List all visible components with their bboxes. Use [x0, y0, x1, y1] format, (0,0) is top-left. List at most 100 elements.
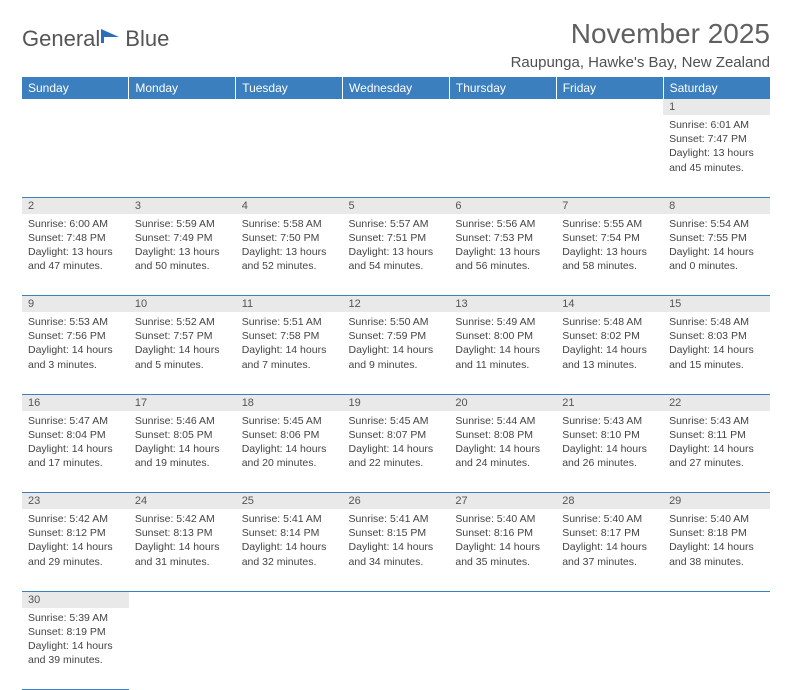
- day-number: 29: [663, 493, 770, 510]
- day-number: [236, 591, 343, 608]
- day-cell: Sunrise: 5:45 AMSunset: 8:06 PMDaylight:…: [236, 411, 343, 493]
- day-number: 12: [343, 296, 450, 313]
- day-cell: Sunrise: 5:54 AMSunset: 7:55 PMDaylight:…: [663, 214, 770, 296]
- logo-text-1: General: [22, 26, 100, 52]
- day-cell-content: Sunrise: 5:59 AMSunset: 7:49 PMDaylight:…: [129, 214, 236, 279]
- day-cell: Sunrise: 5:40 AMSunset: 8:18 PMDaylight:…: [663, 509, 770, 591]
- day-content-row: Sunrise: 6:01 AMSunset: 7:47 PMDaylight:…: [22, 115, 770, 197]
- title-block: November 2025 Raupunga, Hawke's Bay, New…: [511, 18, 770, 71]
- day-cell-content: Sunrise: 5:41 AMSunset: 8:15 PMDaylight:…: [343, 509, 450, 574]
- day-number: 27: [449, 493, 556, 510]
- day-number-row: 16171819202122: [22, 394, 770, 411]
- day-cell: Sunrise: 6:01 AMSunset: 7:47 PMDaylight:…: [663, 115, 770, 197]
- day-cell: Sunrise: 5:55 AMSunset: 7:54 PMDaylight:…: [556, 214, 663, 296]
- day-number: 26: [343, 493, 450, 510]
- day-cell: [343, 115, 450, 197]
- day-header: Sunday: [22, 77, 129, 99]
- calendar-table: SundayMondayTuesdayWednesdayThursdayFrid…: [22, 77, 770, 690]
- day-number: [556, 591, 663, 608]
- day-number: 14: [556, 296, 663, 313]
- day-cell: [556, 115, 663, 197]
- day-number: 15: [663, 296, 770, 313]
- day-cell-content: Sunrise: 5:45 AMSunset: 8:06 PMDaylight:…: [236, 411, 343, 476]
- day-cell: Sunrise: 6:00 AMSunset: 7:48 PMDaylight:…: [22, 214, 129, 296]
- day-cell: Sunrise: 5:45 AMSunset: 8:07 PMDaylight:…: [343, 411, 450, 493]
- header: General Blue November 2025 Raupunga, Haw…: [22, 18, 770, 71]
- day-content-row: Sunrise: 5:53 AMSunset: 7:56 PMDaylight:…: [22, 312, 770, 394]
- day-content-row: Sunrise: 5:42 AMSunset: 8:12 PMDaylight:…: [22, 509, 770, 591]
- day-number: 4: [236, 197, 343, 214]
- day-number: 16: [22, 394, 129, 411]
- day-number: 6: [449, 197, 556, 214]
- day-content-row: Sunrise: 5:47 AMSunset: 8:04 PMDaylight:…: [22, 411, 770, 493]
- day-number: 20: [449, 394, 556, 411]
- day-cell-content: Sunrise: 5:41 AMSunset: 8:14 PMDaylight:…: [236, 509, 343, 574]
- day-header: Monday: [129, 77, 236, 99]
- day-cell-content: Sunrise: 5:50 AMSunset: 7:59 PMDaylight:…: [343, 312, 450, 377]
- day-number-row: 9101112131415: [22, 296, 770, 313]
- day-cell-content: Sunrise: 5:56 AMSunset: 7:53 PMDaylight:…: [449, 214, 556, 279]
- day-cell-content: Sunrise: 5:39 AMSunset: 8:19 PMDaylight:…: [22, 608, 129, 673]
- day-cell: Sunrise: 5:46 AMSunset: 8:05 PMDaylight:…: [129, 411, 236, 493]
- day-number: 23: [22, 493, 129, 510]
- day-cell-content: Sunrise: 5:54 AMSunset: 7:55 PMDaylight:…: [663, 214, 770, 279]
- day-number: 13: [449, 296, 556, 313]
- day-cell: [129, 608, 236, 690]
- day-number-row: 23242526272829: [22, 493, 770, 510]
- day-cell-content: Sunrise: 5:57 AMSunset: 7:51 PMDaylight:…: [343, 214, 450, 279]
- day-cell-content: Sunrise: 5:46 AMSunset: 8:05 PMDaylight:…: [129, 411, 236, 476]
- day-number: 11: [236, 296, 343, 313]
- day-cell-content: Sunrise: 5:45 AMSunset: 8:07 PMDaylight:…: [343, 411, 450, 476]
- day-cell: [556, 608, 663, 690]
- day-cell-content: Sunrise: 5:49 AMSunset: 8:00 PMDaylight:…: [449, 312, 556, 377]
- day-cell: Sunrise: 5:49 AMSunset: 8:00 PMDaylight:…: [449, 312, 556, 394]
- day-cell-content: Sunrise: 5:44 AMSunset: 8:08 PMDaylight:…: [449, 411, 556, 476]
- day-cell-content: Sunrise: 5:42 AMSunset: 8:13 PMDaylight:…: [129, 509, 236, 574]
- day-cell-content: Sunrise: 5:40 AMSunset: 8:17 PMDaylight:…: [556, 509, 663, 574]
- day-cell: [129, 115, 236, 197]
- day-cell: Sunrise: 5:40 AMSunset: 8:17 PMDaylight:…: [556, 509, 663, 591]
- day-number: 7: [556, 197, 663, 214]
- day-cell-content: Sunrise: 5:42 AMSunset: 8:12 PMDaylight:…: [22, 509, 129, 574]
- day-cell: Sunrise: 5:59 AMSunset: 7:49 PMDaylight:…: [129, 214, 236, 296]
- day-cell-content: Sunrise: 5:48 AMSunset: 8:03 PMDaylight:…: [663, 312, 770, 377]
- day-cell: Sunrise: 5:51 AMSunset: 7:58 PMDaylight:…: [236, 312, 343, 394]
- day-cell: [449, 115, 556, 197]
- day-number: 30: [22, 591, 129, 608]
- day-header: Friday: [556, 77, 663, 99]
- day-cell: Sunrise: 5:42 AMSunset: 8:13 PMDaylight:…: [129, 509, 236, 591]
- calendar-body: 1Sunrise: 6:01 AMSunset: 7:47 PMDaylight…: [22, 99, 770, 690]
- day-cell: Sunrise: 5:56 AMSunset: 7:53 PMDaylight:…: [449, 214, 556, 296]
- location: Raupunga, Hawke's Bay, New Zealand: [511, 54, 770, 71]
- day-cell: Sunrise: 5:39 AMSunset: 8:19 PMDaylight:…: [22, 608, 129, 690]
- day-header: Wednesday: [343, 77, 450, 99]
- day-cell: Sunrise: 5:43 AMSunset: 8:10 PMDaylight:…: [556, 411, 663, 493]
- day-cell: [22, 115, 129, 197]
- day-cell-content: Sunrise: 5:55 AMSunset: 7:54 PMDaylight:…: [556, 214, 663, 279]
- day-number: 25: [236, 493, 343, 510]
- day-number: [663, 591, 770, 608]
- day-content-row: Sunrise: 6:00 AMSunset: 7:48 PMDaylight:…: [22, 214, 770, 296]
- day-number: [343, 99, 450, 115]
- month-title: November 2025: [511, 18, 770, 50]
- day-number: 24: [129, 493, 236, 510]
- day-number: [236, 99, 343, 115]
- day-cell: [663, 608, 770, 690]
- day-cell: Sunrise: 5:44 AMSunset: 8:08 PMDaylight:…: [449, 411, 556, 493]
- day-cell: [449, 608, 556, 690]
- day-cell-content: Sunrise: 5:52 AMSunset: 7:57 PMDaylight:…: [129, 312, 236, 377]
- day-cell-content: Sunrise: 5:40 AMSunset: 8:16 PMDaylight:…: [449, 509, 556, 574]
- day-number: 8: [663, 197, 770, 214]
- day-cell: [236, 115, 343, 197]
- day-cell: Sunrise: 5:57 AMSunset: 7:51 PMDaylight:…: [343, 214, 450, 296]
- day-header: Tuesday: [236, 77, 343, 99]
- flag-icon: [101, 27, 123, 48]
- day-cell: Sunrise: 5:41 AMSunset: 8:14 PMDaylight:…: [236, 509, 343, 591]
- day-cell-content: Sunrise: 5:43 AMSunset: 8:11 PMDaylight:…: [663, 411, 770, 476]
- day-number: 3: [129, 197, 236, 214]
- day-number-row: 30: [22, 591, 770, 608]
- day-cell: Sunrise: 5:42 AMSunset: 8:12 PMDaylight:…: [22, 509, 129, 591]
- day-number: [449, 591, 556, 608]
- day-number: 21: [556, 394, 663, 411]
- day-number: [22, 99, 129, 115]
